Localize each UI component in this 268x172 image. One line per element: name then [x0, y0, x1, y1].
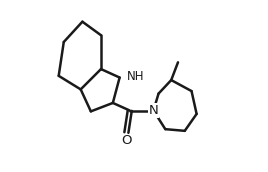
- Text: N: N: [148, 104, 158, 117]
- Text: O: O: [121, 135, 132, 148]
- Text: NH: NH: [126, 70, 144, 83]
